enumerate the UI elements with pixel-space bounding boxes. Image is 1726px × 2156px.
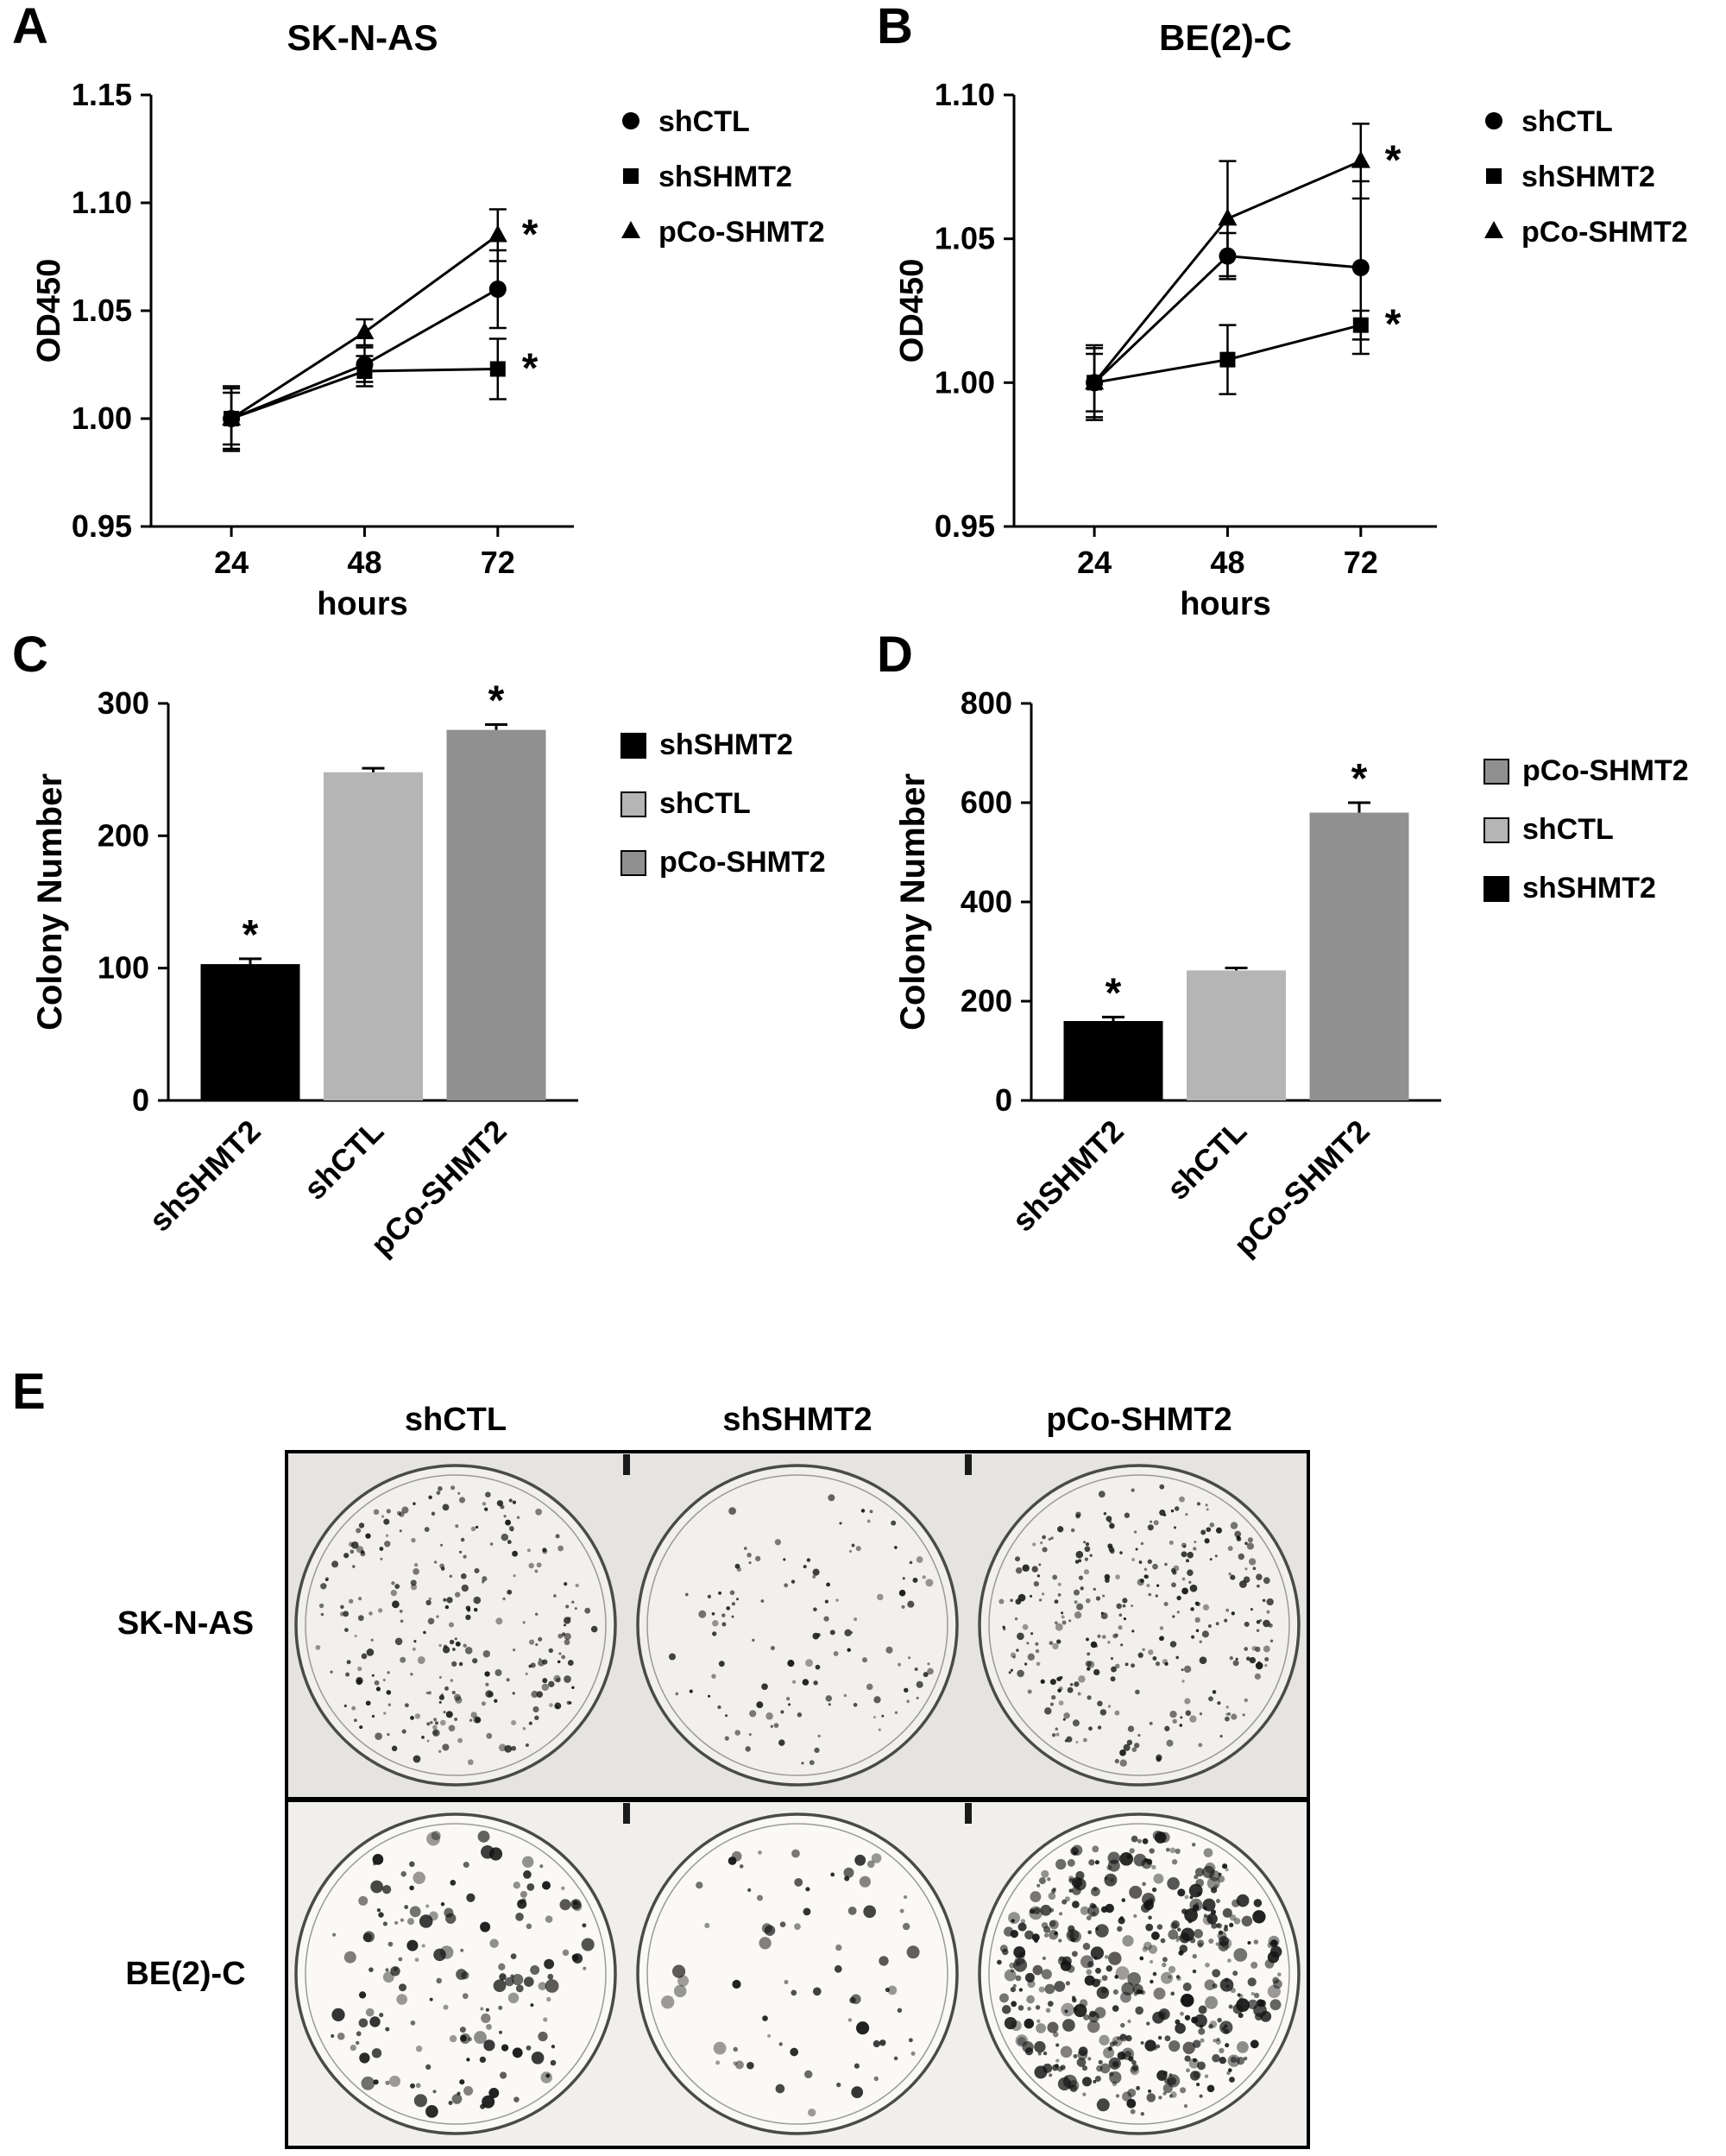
svg-text:shSHMT2: shSHMT2 (142, 1113, 268, 1239)
panel-b-letter: B (877, 0, 913, 54)
svg-text:1.05: 1.05 (72, 293, 132, 328)
colony-image-row-label-be2c: BE(2)-C (125, 1956, 246, 1992)
colony-image-row-label-sk-n-as: SK-N-AS (117, 1605, 255, 1642)
svg-text:*: * (488, 678, 505, 724)
svg-text:100: 100 (98, 950, 149, 986)
sk-n-as-colony-bar-chart: 0 100 200 300 Colony Number * shSHMT2 shCTL * pCo… (31, 678, 826, 1263)
svg-text:600: 600 (961, 785, 1012, 820)
svg-text:OD450: OD450 (31, 259, 67, 362)
svg-text:1.10: 1.10 (935, 77, 995, 112)
svg-text:shSHMT2: shSHMT2 (1521, 161, 1655, 193)
colony-formation-plate-images (285, 1450, 1310, 2149)
be2c-growth-line-chart: BE(2)-C 0.95 1.00 1.05 1.10 24 48 72 hours OD450 *… (894, 17, 1688, 622)
svg-text:0.95: 0.95 (935, 508, 995, 544)
svg-text:shCTL: shCTL (1521, 105, 1613, 138)
colony-image-col-label-shctl: shCTL (404, 1402, 507, 1438)
svg-text:pCo-SHMT2: pCo-SHMT2 (659, 846, 826, 879)
svg-text:72: 72 (481, 545, 515, 580)
svg-text:shCTL: shCTL (658, 105, 750, 138)
svg-text:shCTL: shCTL (1160, 1113, 1253, 1207)
svg-text:48: 48 (1210, 545, 1244, 580)
svg-text:*: * (522, 346, 539, 392)
svg-text:1.00: 1.00 (935, 364, 995, 400)
svg-text:Colony Number: Colony Number (894, 773, 932, 1031)
svg-text:24: 24 (1077, 545, 1112, 580)
colony-image-col-label-pco-shmt2: pCo-SHMT2 (1046, 1402, 1232, 1438)
svg-text:*: * (243, 912, 259, 958)
panel-d-letter: D (877, 627, 913, 683)
svg-text:0.95: 0.95 (72, 508, 132, 544)
svg-text:OD450: OD450 (894, 259, 930, 362)
svg-text:hours: hours (317, 586, 408, 622)
svg-text:pCo-SHMT2: pCo-SHMT2 (1521, 216, 1688, 249)
be2c-colony-bar-chart: 0 200 400 600 800 Colony Number * shSHMT2 shCTL *… (894, 685, 1689, 1263)
panel-e-letter: E (12, 1364, 46, 1420)
svg-text:shSHMT2: shSHMT2 (1005, 1113, 1131, 1239)
colony-image-col-label-shshmt2: shSHMT2 (722, 1402, 872, 1438)
panel-a-letter: A (12, 0, 48, 54)
svg-text:shCTL: shCTL (659, 787, 751, 820)
svg-text:400: 400 (961, 884, 1012, 919)
svg-text:1.15: 1.15 (72, 77, 132, 112)
svg-text:pCo-SHMT2: pCo-SHMT2 (1522, 754, 1689, 787)
svg-text:*: * (1385, 138, 1402, 184)
svg-text:0: 0 (995, 1082, 1012, 1118)
svg-text:800: 800 (961, 685, 1012, 721)
svg-text:hours: hours (1180, 586, 1271, 622)
svg-text:1.05: 1.05 (935, 221, 995, 256)
panel-c-letter: C (12, 627, 48, 683)
svg-text:BE(2)-C: BE(2)-C (1159, 17, 1292, 58)
svg-text:pCo-SHMT2: pCo-SHMT2 (658, 216, 825, 249)
svg-text:*: * (522, 212, 539, 258)
svg-text:48: 48 (347, 545, 381, 580)
svg-text:200: 200 (961, 983, 1012, 1018)
svg-text:0: 0 (132, 1082, 149, 1118)
svg-text:300: 300 (98, 685, 149, 721)
svg-text:shSHMT2: shSHMT2 (658, 161, 792, 193)
svg-text:shSHMT2: shSHMT2 (1522, 872, 1656, 905)
svg-text:Colony Number: Colony Number (31, 773, 69, 1031)
svg-text:*: * (1106, 970, 1122, 1016)
svg-text:shCTL: shCTL (1522, 813, 1614, 846)
svg-text:*: * (1385, 302, 1402, 348)
svg-text:72: 72 (1344, 545, 1378, 580)
svg-text:1.10: 1.10 (72, 185, 132, 220)
svg-text:SK-N-AS: SK-N-AS (287, 17, 438, 58)
svg-text:*: * (1351, 756, 1368, 802)
sk-n-as-growth-line-chart: SK-N-AS 0.95 1.00 1.05 1.10 1.15 24 48 72 hours OD… (31, 17, 825, 622)
svg-text:1.00: 1.00 (72, 400, 132, 436)
svg-text:200: 200 (98, 817, 149, 853)
svg-text:shCTL: shCTL (297, 1113, 390, 1207)
svg-text:shSHMT2: shSHMT2 (659, 728, 793, 761)
svg-text:24: 24 (214, 545, 249, 580)
